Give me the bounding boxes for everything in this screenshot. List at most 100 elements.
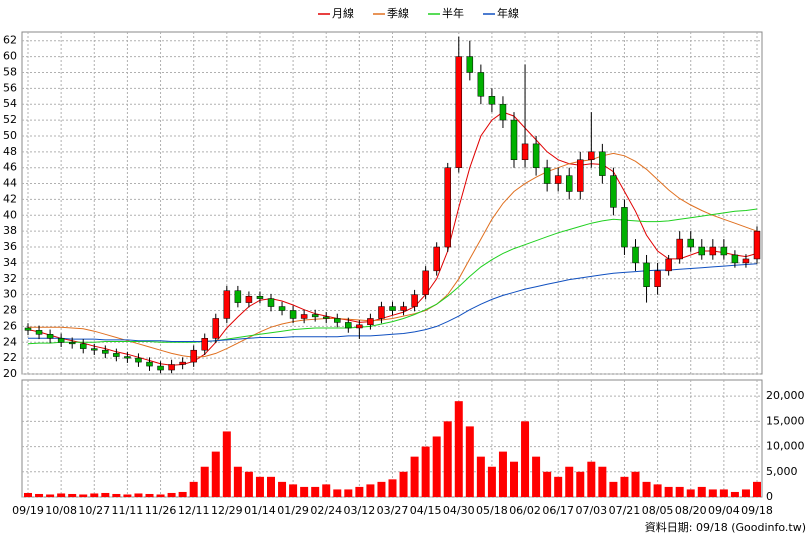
candle-body	[46, 334, 54, 339]
y-tick-label: 36	[3, 240, 17, 253]
y-tick-label: 60	[3, 50, 17, 63]
y-tick-label: 42	[3, 192, 17, 205]
candle-body	[124, 356, 131, 359]
candle-body	[621, 207, 628, 248]
y-tick-label: 20	[3, 367, 17, 380]
volume-bar	[222, 431, 231, 497]
volume-bar	[421, 446, 430, 497]
candle-body	[378, 306, 385, 319]
candle-body	[400, 306, 407, 311]
volume-bar	[631, 471, 640, 497]
candle-body	[599, 151, 606, 176]
volume-bar	[322, 484, 331, 497]
volume-bar	[255, 476, 264, 497]
candle-body	[135, 357, 142, 363]
x-tick-label: 07/03	[575, 504, 607, 517]
volume-bar	[532, 456, 541, 497]
candle-body	[565, 175, 573, 192]
candle-body	[433, 246, 440, 272]
x-tick-label: 03/12	[344, 504, 376, 517]
volume-bar	[377, 481, 386, 497]
volume-bar	[498, 451, 507, 497]
volume-bar	[620, 476, 629, 497]
candle-body	[311, 314, 319, 318]
ma-line	[28, 152, 758, 358]
legend-label: 月線	[332, 6, 354, 20]
volume-bar	[587, 461, 596, 497]
volume-bar	[311, 486, 320, 497]
volume-bar	[79, 494, 88, 497]
volume-bar	[355, 486, 364, 497]
volume-bar	[46, 494, 55, 497]
candle-body	[267, 298, 275, 307]
volume-bar	[686, 489, 695, 497]
x-tick-label: 12/11	[178, 504, 210, 517]
y-tick-label: 28	[3, 304, 17, 317]
y-tick-label: 24	[3, 335, 17, 348]
candle-body	[157, 365, 164, 371]
y-tick-label: 0	[766, 490, 773, 503]
volume-bar	[189, 481, 198, 497]
candle-body	[334, 318, 341, 323]
candle-body	[665, 258, 672, 272]
x-tick-label: 09/19	[12, 504, 44, 517]
y-tick-label: 50	[3, 129, 17, 142]
volume-bar	[753, 481, 761, 497]
x-tick-label: 06/17	[542, 504, 574, 517]
candle-body	[300, 314, 308, 319]
candle-body	[102, 349, 109, 354]
x-tick-label: 04/30	[443, 504, 475, 517]
candle-body	[543, 167, 551, 184]
candle-body	[35, 330, 43, 335]
candle-body	[521, 143, 529, 161]
volume-bar	[465, 426, 474, 497]
x-tick-label: 10/08	[45, 504, 77, 517]
volume-bar	[267, 476, 275, 497]
volume-bar	[388, 479, 397, 497]
candle-body	[455, 56, 463, 168]
volume-bar	[68, 493, 77, 497]
x-tick-label: 01/29	[277, 504, 309, 517]
candle-body	[367, 318, 374, 326]
volume-bar	[741, 489, 750, 497]
candle-body	[168, 364, 175, 371]
volume-bar	[565, 466, 574, 497]
candle-body	[477, 72, 485, 97]
volume-bar	[289, 484, 298, 497]
x-tick-label: 10/27	[78, 504, 110, 517]
x-tick-label: 07/21	[609, 504, 641, 517]
candle-body	[632, 246, 639, 264]
volume-bar	[278, 481, 287, 497]
volume-bar	[366, 484, 375, 497]
y-tick-label: 52	[3, 113, 17, 126]
candle-body	[654, 270, 661, 287]
candle-body	[91, 348, 98, 351]
candle-body	[256, 295, 264, 299]
volume-bar	[233, 466, 242, 497]
candle-body	[201, 338, 208, 351]
volume-bar	[642, 481, 651, 497]
x-tick-label: 05/18	[476, 504, 508, 517]
volume-bar	[123, 494, 132, 497]
volume-bar	[35, 493, 44, 497]
candle-body	[179, 361, 186, 365]
x-tick-label: 11/11	[112, 504, 144, 517]
x-tick-label: 08/05	[642, 504, 674, 517]
y-tick-label: 40	[3, 208, 17, 221]
y-tick-label: 26	[3, 319, 17, 332]
legend-label: 季線	[387, 6, 409, 20]
x-tick-label: 12/29	[211, 504, 243, 517]
y-tick-label: 32	[3, 272, 17, 285]
volume-bar	[101, 492, 110, 497]
volume-bar	[653, 484, 662, 497]
price-panel	[21, 31, 763, 375]
candle-body	[322, 316, 330, 319]
candle-body	[753, 230, 761, 260]
volume-bar	[443, 421, 452, 497]
volume-bar	[708, 489, 717, 497]
volume-bar	[112, 493, 121, 497]
y-tick-label: 10,000	[766, 440, 805, 453]
x-tick-label: 08/20	[675, 504, 707, 517]
y-tick-label: 54	[3, 97, 17, 110]
volume-bar	[134, 493, 143, 497]
